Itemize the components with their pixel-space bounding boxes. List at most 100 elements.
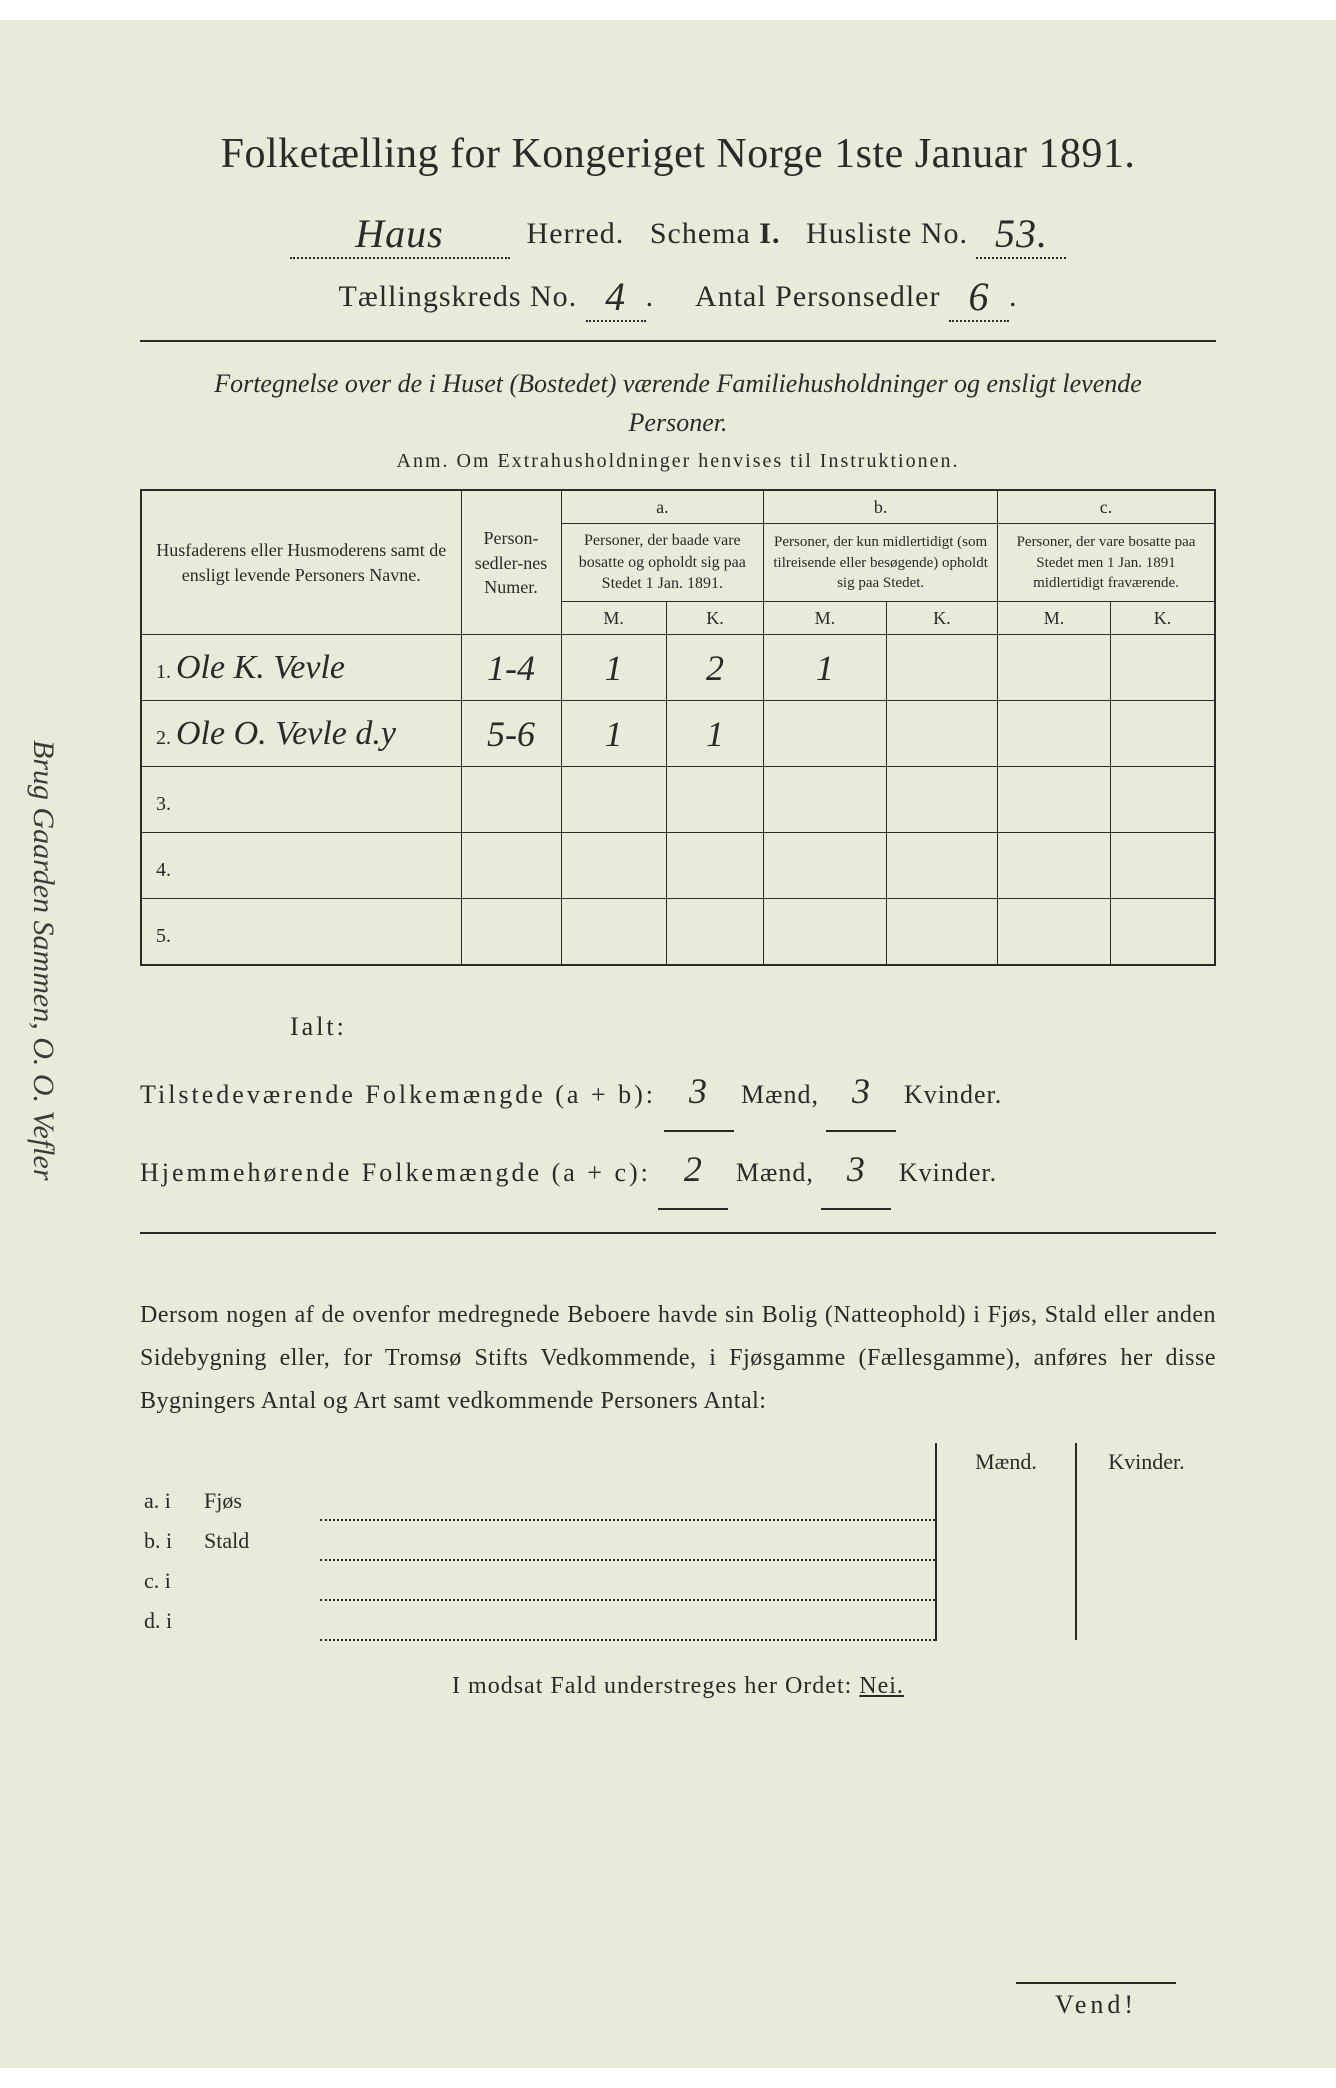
husliste-label: Husliste No. <box>806 217 968 250</box>
herred-label: Herred. <box>527 217 625 250</box>
bt-row: d. i <box>140 1600 1216 1640</box>
husliste-value: 53. <box>976 210 1066 259</box>
bt-head-k: Kvinder. <box>1076 1443 1216 1481</box>
schema-value: I. <box>759 217 780 250</box>
col-b-header: Personer, der kun midlertidigt (som tilr… <box>764 524 998 602</box>
row-bM <box>764 767 886 833</box>
row-name: 3. <box>141 767 461 833</box>
table-row: 3. <box>141 767 1215 833</box>
row-aK <box>666 899 763 965</box>
col-a-m: M. <box>561 602 666 635</box>
totals-2-k: 3 <box>821 1132 891 1210</box>
outbuilding-table: Mænd. Kvinder. a. iFjøs b. iStald c. i d… <box>140 1443 1216 1641</box>
row-bM <box>764 899 886 965</box>
bt-b: Fjøs <box>200 1481 320 1520</box>
row-name: 4. <box>141 833 461 899</box>
kreds-value: 4 <box>586 273 646 322</box>
kreds-label: Tællingskreds No. <box>339 280 578 313</box>
bt-row: b. iStald <box>140 1520 1216 1560</box>
bt-dots <box>320 1560 936 1600</box>
row-num <box>461 833 561 899</box>
row-bM <box>764 701 886 767</box>
bt-dots <box>320 1520 936 1560</box>
bt-a: d. i <box>140 1600 200 1640</box>
col-c-top: c. <box>998 490 1215 524</box>
row-name: 5. <box>141 899 461 965</box>
row-cK <box>1110 899 1215 965</box>
modsat-prefix: I modsat Fald understreges her Ordet: <box>452 1673 859 1699</box>
divider <box>140 340 1216 342</box>
bt-b: Stald <box>200 1520 320 1560</box>
ialt-label: Ialt: <box>140 1000 1216 1055</box>
col-num-header: Person-sedler-nes Numer. <box>461 490 561 635</box>
bt-dots <box>320 1481 936 1520</box>
row-aK <box>666 767 763 833</box>
modsat-word: Nei. <box>859 1673 904 1699</box>
schema-label: Schema <box>650 217 751 250</box>
col-a-top: a. <box>561 490 764 524</box>
table-row: 2. Ole O. Vevle d.y5-611 <box>141 701 1215 767</box>
table-row: 1. Ole K. Vevle1-4121 <box>141 635 1215 701</box>
row-cK <box>1110 635 1215 701</box>
row-cM <box>998 767 1111 833</box>
outbuilding-paragraph: Dersom nogen af de ovenfor medregnede Be… <box>140 1294 1216 1424</box>
totals-1-k: 3 <box>826 1054 896 1132</box>
row-cK <box>1110 833 1215 899</box>
vend-label: Vend! <box>1016 1982 1176 2020</box>
row-aM <box>561 899 666 965</box>
modsat-line: I modsat Fald understreges her Ordet: Ne… <box>140 1673 1216 1700</box>
row-name: 2. Ole O. Vevle d.y <box>141 701 461 767</box>
personsedler-value: 6 <box>949 273 1009 322</box>
row-num: 1-4 <box>461 635 561 701</box>
col-c-header: Personer, der vare bosatte paa Stedet me… <box>998 524 1215 602</box>
row-bK <box>886 899 997 965</box>
col-b-k: K. <box>886 602 997 635</box>
col-a-header: Personer, der baade vare bosatte og opho… <box>561 524 764 602</box>
row-aM: 1 <box>561 635 666 701</box>
anm-note: Anm. Om Extrahusholdninger henvises til … <box>140 450 1216 473</box>
bt-k <box>1076 1520 1216 1560</box>
row-aK: 2 <box>666 635 763 701</box>
fortegnelse-heading: Fortegnelse over de i Huset (Bostedet) v… <box>200 364 1156 442</box>
totals-1-prefix: Tilstedeværende Folkemængde (a + b): <box>140 1080 656 1109</box>
col-c-m: M. <box>998 602 1111 635</box>
herred-value: Haus <box>290 210 510 259</box>
row-bM: 1 <box>764 635 886 701</box>
bt-m <box>936 1520 1076 1560</box>
bt-row: c. i <box>140 1560 1216 1600</box>
margin-handwriting: Brug Gaarden Sammen, O. O. Vefler <box>26 740 60 1181</box>
bt-m <box>936 1560 1076 1600</box>
row-bM <box>764 833 886 899</box>
totals-block: Ialt: Tilstedeværende Folkemængde (a + b… <box>140 1000 1216 1210</box>
row-cM <box>998 899 1111 965</box>
totals-kvinder-2: Kvinder. <box>899 1158 997 1187</box>
totals-line-2: Hjemmehørende Folkemængde (a + c): 2 Mæn… <box>140 1132 1216 1210</box>
table-row: 5. <box>141 899 1215 965</box>
totals-2-prefix: Hjemmehørende Folkemængde (a + c): <box>140 1158 651 1187</box>
row-bK <box>886 833 997 899</box>
bt-a: c. i <box>140 1560 200 1600</box>
totals-maend-1: Mænd, <box>741 1080 819 1109</box>
divider-2 <box>140 1232 1216 1234</box>
row-aK: 1 <box>666 701 763 767</box>
bt-k <box>1076 1600 1216 1640</box>
row-cM <box>998 701 1111 767</box>
totals-maend-2: Mænd, <box>736 1158 814 1187</box>
col-a-k: K. <box>666 602 763 635</box>
bt-a: b. i <box>140 1520 200 1560</box>
form-title: Folketælling for Kongeriget Norge 1ste J… <box>140 130 1216 178</box>
header-line-2: Tællingskreds No. 4. Antal Personsedler … <box>140 269 1216 318</box>
bt-head-m: Mænd. <box>936 1443 1076 1481</box>
row-aM <box>561 767 666 833</box>
row-aM: 1 <box>561 701 666 767</box>
row-num <box>461 767 561 833</box>
row-num <box>461 899 561 965</box>
col-c-k: K. <box>1110 602 1215 635</box>
col-b-top: b. <box>764 490 998 524</box>
row-aM <box>561 833 666 899</box>
row-bK <box>886 701 997 767</box>
bt-dots <box>320 1600 936 1640</box>
table-row: 4. <box>141 833 1215 899</box>
col-names-header: Husfaderens eller Husmoderens samt de en… <box>141 490 461 635</box>
row-num: 5-6 <box>461 701 561 767</box>
